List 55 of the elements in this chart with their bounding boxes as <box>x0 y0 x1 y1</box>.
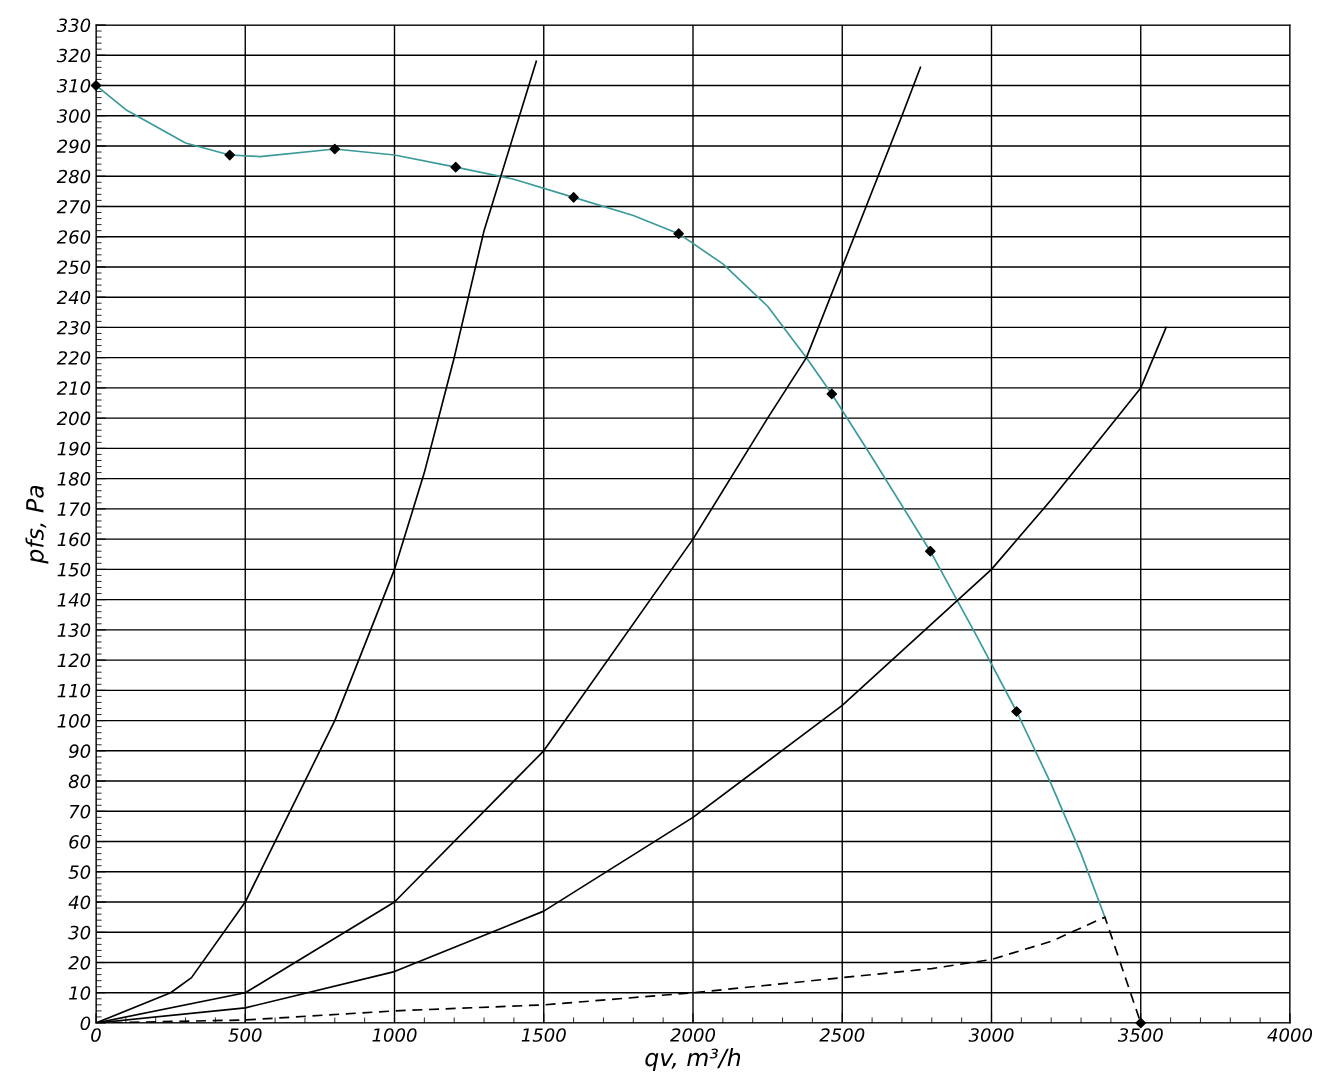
x-tick-label: 2500 <box>819 1028 865 1042</box>
point <box>450 161 461 173</box>
x-tick-label: 2000 <box>670 1028 716 1042</box>
y-tick-label: 190 <box>57 441 91 456</box>
y-tick-label: 240 <box>56 290 91 305</box>
y-tick-label: 160 <box>57 532 91 547</box>
point <box>1135 1017 1147 1029</box>
y-tick-label: 110 <box>57 683 91 698</box>
y-tick-label: 40 <box>68 895 91 910</box>
x-tick-label: 1500 <box>521 1028 566 1042</box>
y-tick-label: 180 <box>57 472 91 486</box>
x-tick-label: 3000 <box>968 1028 1014 1042</box>
y-tick-label: 290 <box>56 139 91 154</box>
x-tick-label: 4000 <box>1267 1028 1313 1042</box>
y-tick-label: 230 <box>56 320 91 335</box>
point <box>568 192 579 203</box>
y-tick-label: 280 <box>56 169 91 184</box>
x-tick-label: 1000 <box>372 1028 417 1042</box>
y-tick-label: 250 <box>56 260 91 275</box>
y-tick-label: 320 <box>56 48 91 63</box>
y-tick-label: 30 <box>68 925 91 940</box>
y-tick-label: 210 <box>56 381 91 396</box>
y-tick-label: 70 <box>69 804 91 819</box>
y-tick-label: 120 <box>57 653 91 668</box>
y-tick-label: 300 <box>56 109 91 123</box>
point <box>673 228 684 239</box>
point <box>329 143 341 155</box>
y-tick-label: 90 <box>68 744 91 758</box>
point <box>224 149 236 161</box>
y-tick-label: 170 <box>57 502 91 516</box>
y-tick-label: 20 <box>68 955 91 970</box>
y-tick-label: 10 <box>69 986 91 1000</box>
y-tick-label: 260 <box>56 230 91 244</box>
x-axis-title: qv, m³/h <box>645 1048 741 1071</box>
point <box>1011 706 1022 717</box>
y-tick-label: 50 <box>68 865 91 879</box>
y-axis-title: pfs, Pa <box>25 485 49 564</box>
y-tick-label: 0 <box>80 1016 91 1031</box>
y-tick-label: 310 <box>56 78 91 93</box>
x-tick-label: 3500 <box>1117 1028 1163 1042</box>
y-tick-label: 100 <box>57 714 91 728</box>
point <box>925 545 936 557</box>
point <box>90 80 102 91</box>
y-tick-label: 220 <box>56 351 91 365</box>
y-tick-label: 200 <box>56 411 91 426</box>
y-tick-label: 330 <box>56 18 91 33</box>
x-tick-label: 0 <box>91 1028 101 1042</box>
point <box>826 388 838 400</box>
x-tick-label: 500 <box>228 1028 262 1042</box>
y-tick-label: 140 <box>57 593 91 607</box>
y-tick-label: 270 <box>56 199 91 214</box>
y-tick-label: 130 <box>57 623 91 637</box>
y-tick-label: 60 <box>69 835 91 849</box>
y-tick-label: 80 <box>68 774 91 789</box>
y-tick-label: 150 <box>57 562 91 577</box>
